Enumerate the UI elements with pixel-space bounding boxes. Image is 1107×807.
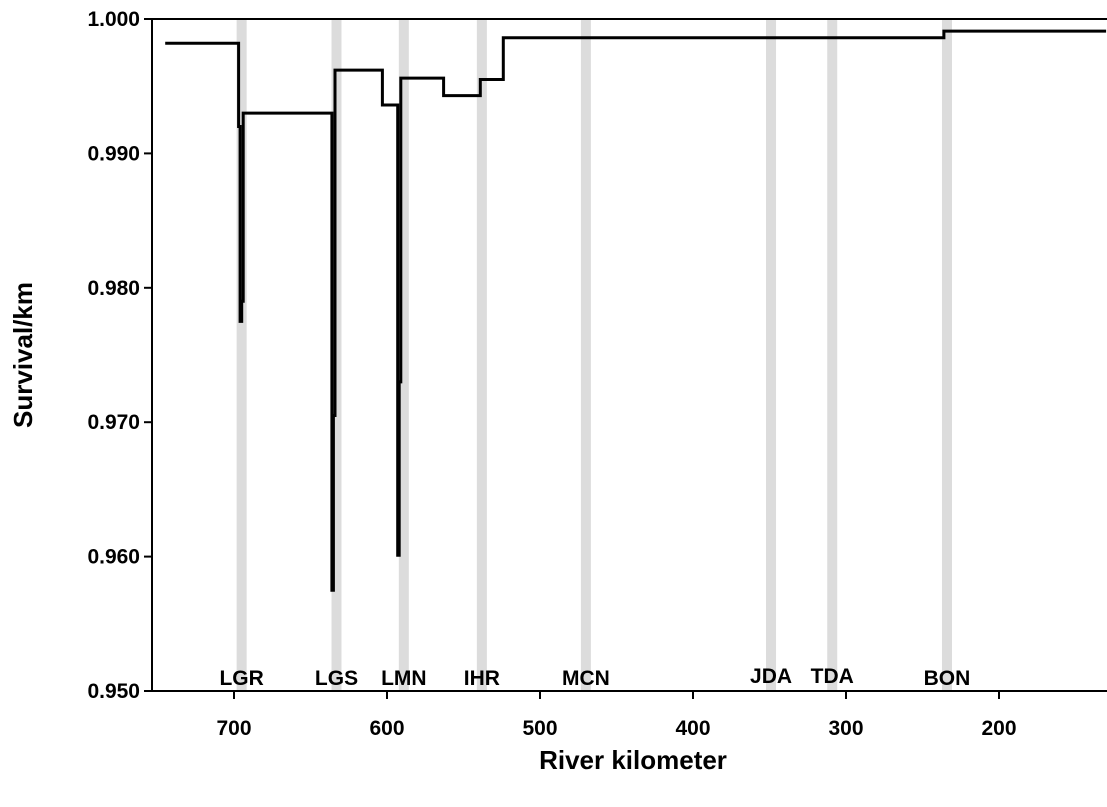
x-tick-label: 200 <box>981 717 1016 740</box>
x-tick-label: 500 <box>522 717 557 740</box>
dam-label-bon: BON <box>924 667 971 690</box>
dam-band-bon <box>941 19 952 691</box>
y-axis-ticks: 0.950 0.960 0.970 0.980 0.990 1.000 <box>87 8 152 703</box>
x-axis-title: River kilometer <box>539 745 727 775</box>
survival-series-line <box>165 29 1107 592</box>
y-axis-title: Survival/km <box>8 282 38 428</box>
x-axis-ticks: 700 600 500 400 300 200 <box>216 691 1017 740</box>
dam-label-jda: JDA <box>750 665 792 688</box>
dam-band-lmn <box>398 19 409 691</box>
dam-band-lgs <box>331 19 342 691</box>
y-tick-label: 0.980 <box>87 277 140 300</box>
y-tick-label: 0.950 <box>87 680 140 703</box>
dam-band-ihr <box>476 19 487 691</box>
y-tick-label: 0.970 <box>87 411 140 434</box>
dam-label-lgr: LGR <box>219 667 263 690</box>
dam-band-tda <box>827 19 838 691</box>
x-tick-label: 600 <box>369 717 404 740</box>
x-tick-label: 300 <box>828 717 863 740</box>
y-tick-label: 0.990 <box>87 142 140 165</box>
axes <box>151 18 1107 692</box>
dam-label-ihr: IHR <box>464 667 500 690</box>
x-tick-label: 400 <box>675 717 710 740</box>
dam-bands <box>236 19 952 691</box>
dam-label-lmn: LMN <box>381 667 427 690</box>
dam-band-lgr <box>236 19 247 691</box>
y-tick-label: 0.960 <box>87 546 140 569</box>
dam-band-mcn <box>580 19 591 691</box>
dam-label-lgs: LGS <box>315 667 358 690</box>
dam-labels: LGR LGS LMN IHR MCN JDA TDA BON <box>219 665 970 690</box>
y-tick-label: 1.000 <box>87 8 140 31</box>
dam-band-jda <box>766 19 777 691</box>
dam-label-mcn: MCN <box>562 667 610 690</box>
x-tick-label: 700 <box>216 717 251 740</box>
dam-label-tda: TDA <box>811 665 854 688</box>
